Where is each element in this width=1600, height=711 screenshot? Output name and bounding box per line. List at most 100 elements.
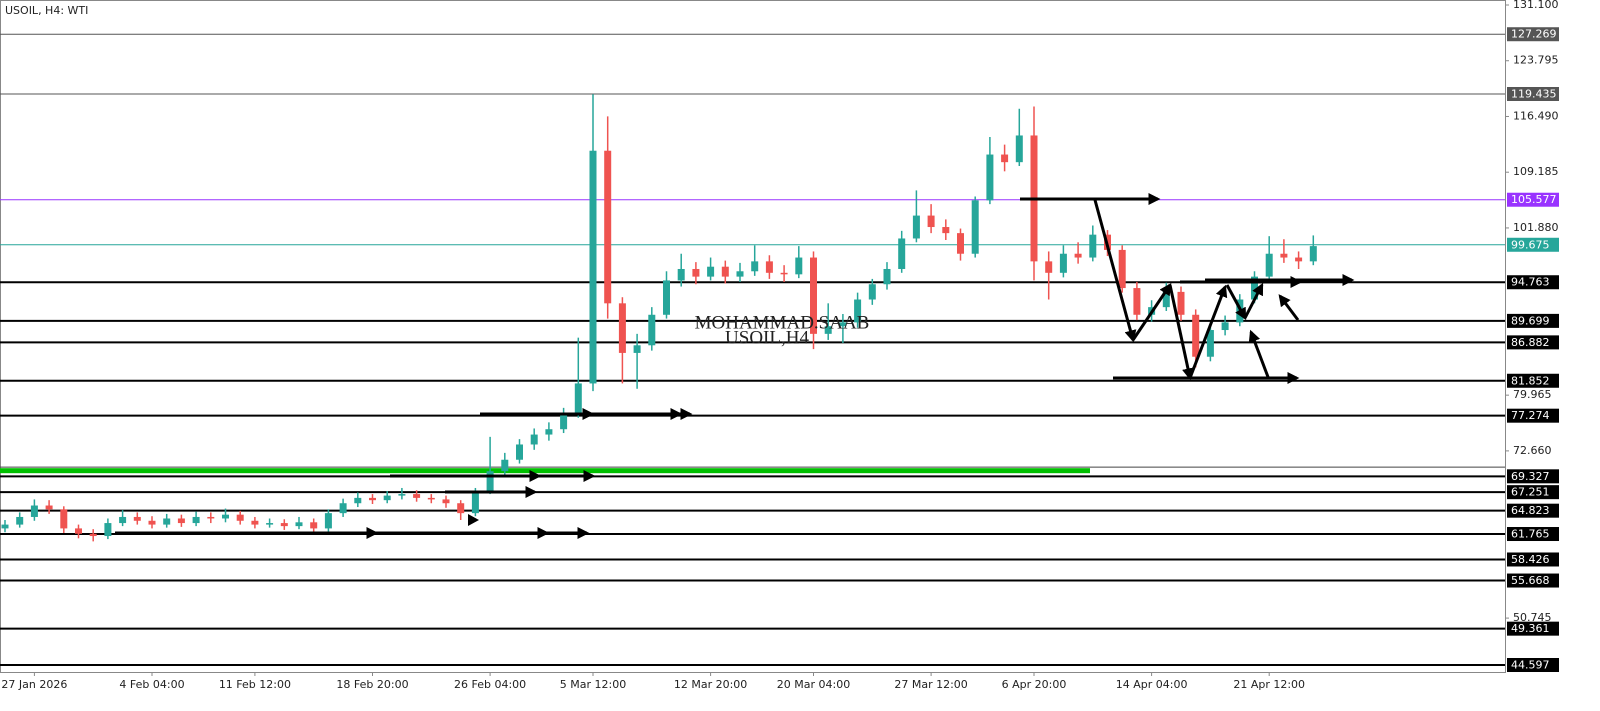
candle-body bbox=[1133, 288, 1141, 315]
level-label-box bbox=[1507, 485, 1559, 500]
level-label: 105.577 bbox=[1511, 193, 1557, 206]
candle-body bbox=[192, 516, 200, 524]
candle-body bbox=[1118, 249, 1126, 289]
axes: 131.100 123.795 116.490 109.185 101.880 79.96… bbox=[1, 0, 1559, 691]
level-label: 64.823 bbox=[1511, 504, 1550, 517]
candle-body bbox=[721, 266, 729, 277]
level-label-box bbox=[1507, 469, 1559, 484]
y-tick-label: 123.795 bbox=[1513, 54, 1559, 67]
level-label-box bbox=[1507, 275, 1559, 290]
candle-body bbox=[177, 518, 185, 524]
candle-body bbox=[1206, 330, 1214, 357]
candle-body bbox=[780, 272, 788, 275]
candle-body bbox=[457, 503, 465, 514]
candle-body bbox=[16, 516, 24, 525]
candle-body bbox=[560, 413, 568, 430]
y-tick-label: 72.660 bbox=[1513, 444, 1552, 457]
candle-body bbox=[1309, 246, 1317, 262]
level-label-box bbox=[1507, 335, 1559, 350]
candle-body bbox=[222, 514, 229, 519]
y-tick-label: 101.880 bbox=[1513, 221, 1559, 234]
candle-body bbox=[883, 268, 891, 285]
candle-body bbox=[912, 215, 920, 239]
arrow bbox=[1093, 199, 1137, 343]
candle-body bbox=[133, 516, 141, 521]
level-label: 61.765 bbox=[1511, 528, 1550, 541]
level-label: 69.327 bbox=[1511, 470, 1550, 483]
candle-body bbox=[1221, 322, 1229, 331]
candle-body bbox=[310, 522, 318, 529]
candle-body bbox=[1074, 253, 1082, 258]
zone bbox=[0, 468, 1090, 474]
x-tick-label: 18 Feb 20:00 bbox=[336, 678, 408, 691]
levels bbox=[0, 33, 1505, 667]
candle-body bbox=[119, 516, 127, 524]
level-label-box bbox=[1507, 192, 1559, 207]
candle-body bbox=[824, 326, 832, 334]
candle-body bbox=[545, 429, 553, 435]
x-tick-label: 6 Apr 20:00 bbox=[1002, 678, 1067, 691]
candles bbox=[1, 94, 1317, 542]
arrow bbox=[1243, 282, 1264, 319]
candle-body bbox=[530, 434, 538, 445]
level-label-box bbox=[1507, 573, 1559, 588]
level-label-box bbox=[1507, 527, 1559, 542]
level-label-box bbox=[1507, 503, 1559, 518]
candle-body bbox=[692, 268, 700, 277]
candle-body bbox=[868, 284, 876, 300]
candle-body bbox=[486, 471, 494, 493]
arrow-head bbox=[468, 514, 479, 526]
y-tick-label: 50.745 bbox=[1513, 611, 1552, 624]
candle-body bbox=[795, 257, 803, 275]
level-label: 77.274 bbox=[1511, 409, 1550, 422]
candle-body bbox=[163, 518, 171, 525]
candle-body bbox=[707, 266, 715, 277]
level-label-box bbox=[1507, 621, 1559, 636]
candle-body bbox=[957, 233, 964, 254]
candle-body bbox=[104, 523, 112, 537]
level-label-box bbox=[1507, 313, 1559, 328]
candle-body bbox=[1001, 154, 1009, 163]
candle-body bbox=[236, 514, 244, 521]
candle-body bbox=[1, 524, 9, 529]
candle-body bbox=[1089, 234, 1097, 258]
plot-frame bbox=[0, 0, 1506, 673]
candle-body bbox=[251, 520, 259, 525]
candle-body bbox=[280, 523, 288, 527]
drawings bbox=[115, 193, 1355, 539]
candle-body bbox=[648, 314, 656, 346]
candle-body bbox=[89, 533, 97, 537]
candle-body bbox=[207, 516, 215, 519]
level-label-box bbox=[1507, 27, 1559, 42]
candle-body bbox=[398, 494, 406, 496]
level-label: 99.675 bbox=[1511, 238, 1550, 251]
x-tick-label: 21 Apr 12:00 bbox=[1233, 678, 1305, 691]
candle-body bbox=[751, 261, 759, 272]
level-label-box bbox=[1507, 237, 1559, 252]
level-label: 58.426 bbox=[1511, 553, 1550, 566]
candle-body bbox=[427, 497, 435, 500]
arrow bbox=[1131, 283, 1172, 341]
candle-body bbox=[148, 520, 156, 525]
candle-body bbox=[30, 505, 38, 517]
candle-body bbox=[574, 383, 582, 414]
candle-body bbox=[266, 523, 274, 525]
level-label-box bbox=[1507, 658, 1559, 673]
candle-body bbox=[927, 215, 935, 228]
candle-body bbox=[1059, 253, 1067, 273]
candle-body bbox=[1045, 261, 1053, 273]
candle-body bbox=[971, 200, 979, 254]
candle-body bbox=[339, 503, 347, 514]
candle-body bbox=[324, 513, 332, 529]
candle-body bbox=[442, 499, 450, 504]
arrow bbox=[1225, 284, 1247, 321]
arrow bbox=[1168, 284, 1194, 381]
candle-body bbox=[1192, 314, 1200, 357]
candle-body bbox=[354, 497, 362, 504]
x-tick-label: 4 Feb 04:00 bbox=[119, 678, 184, 691]
x-tick-label: 5 Mar 12:00 bbox=[560, 678, 626, 691]
candle-body bbox=[839, 322, 847, 327]
candle-body bbox=[369, 497, 376, 501]
x-tick-label: 12 Mar 20:00 bbox=[674, 678, 747, 691]
